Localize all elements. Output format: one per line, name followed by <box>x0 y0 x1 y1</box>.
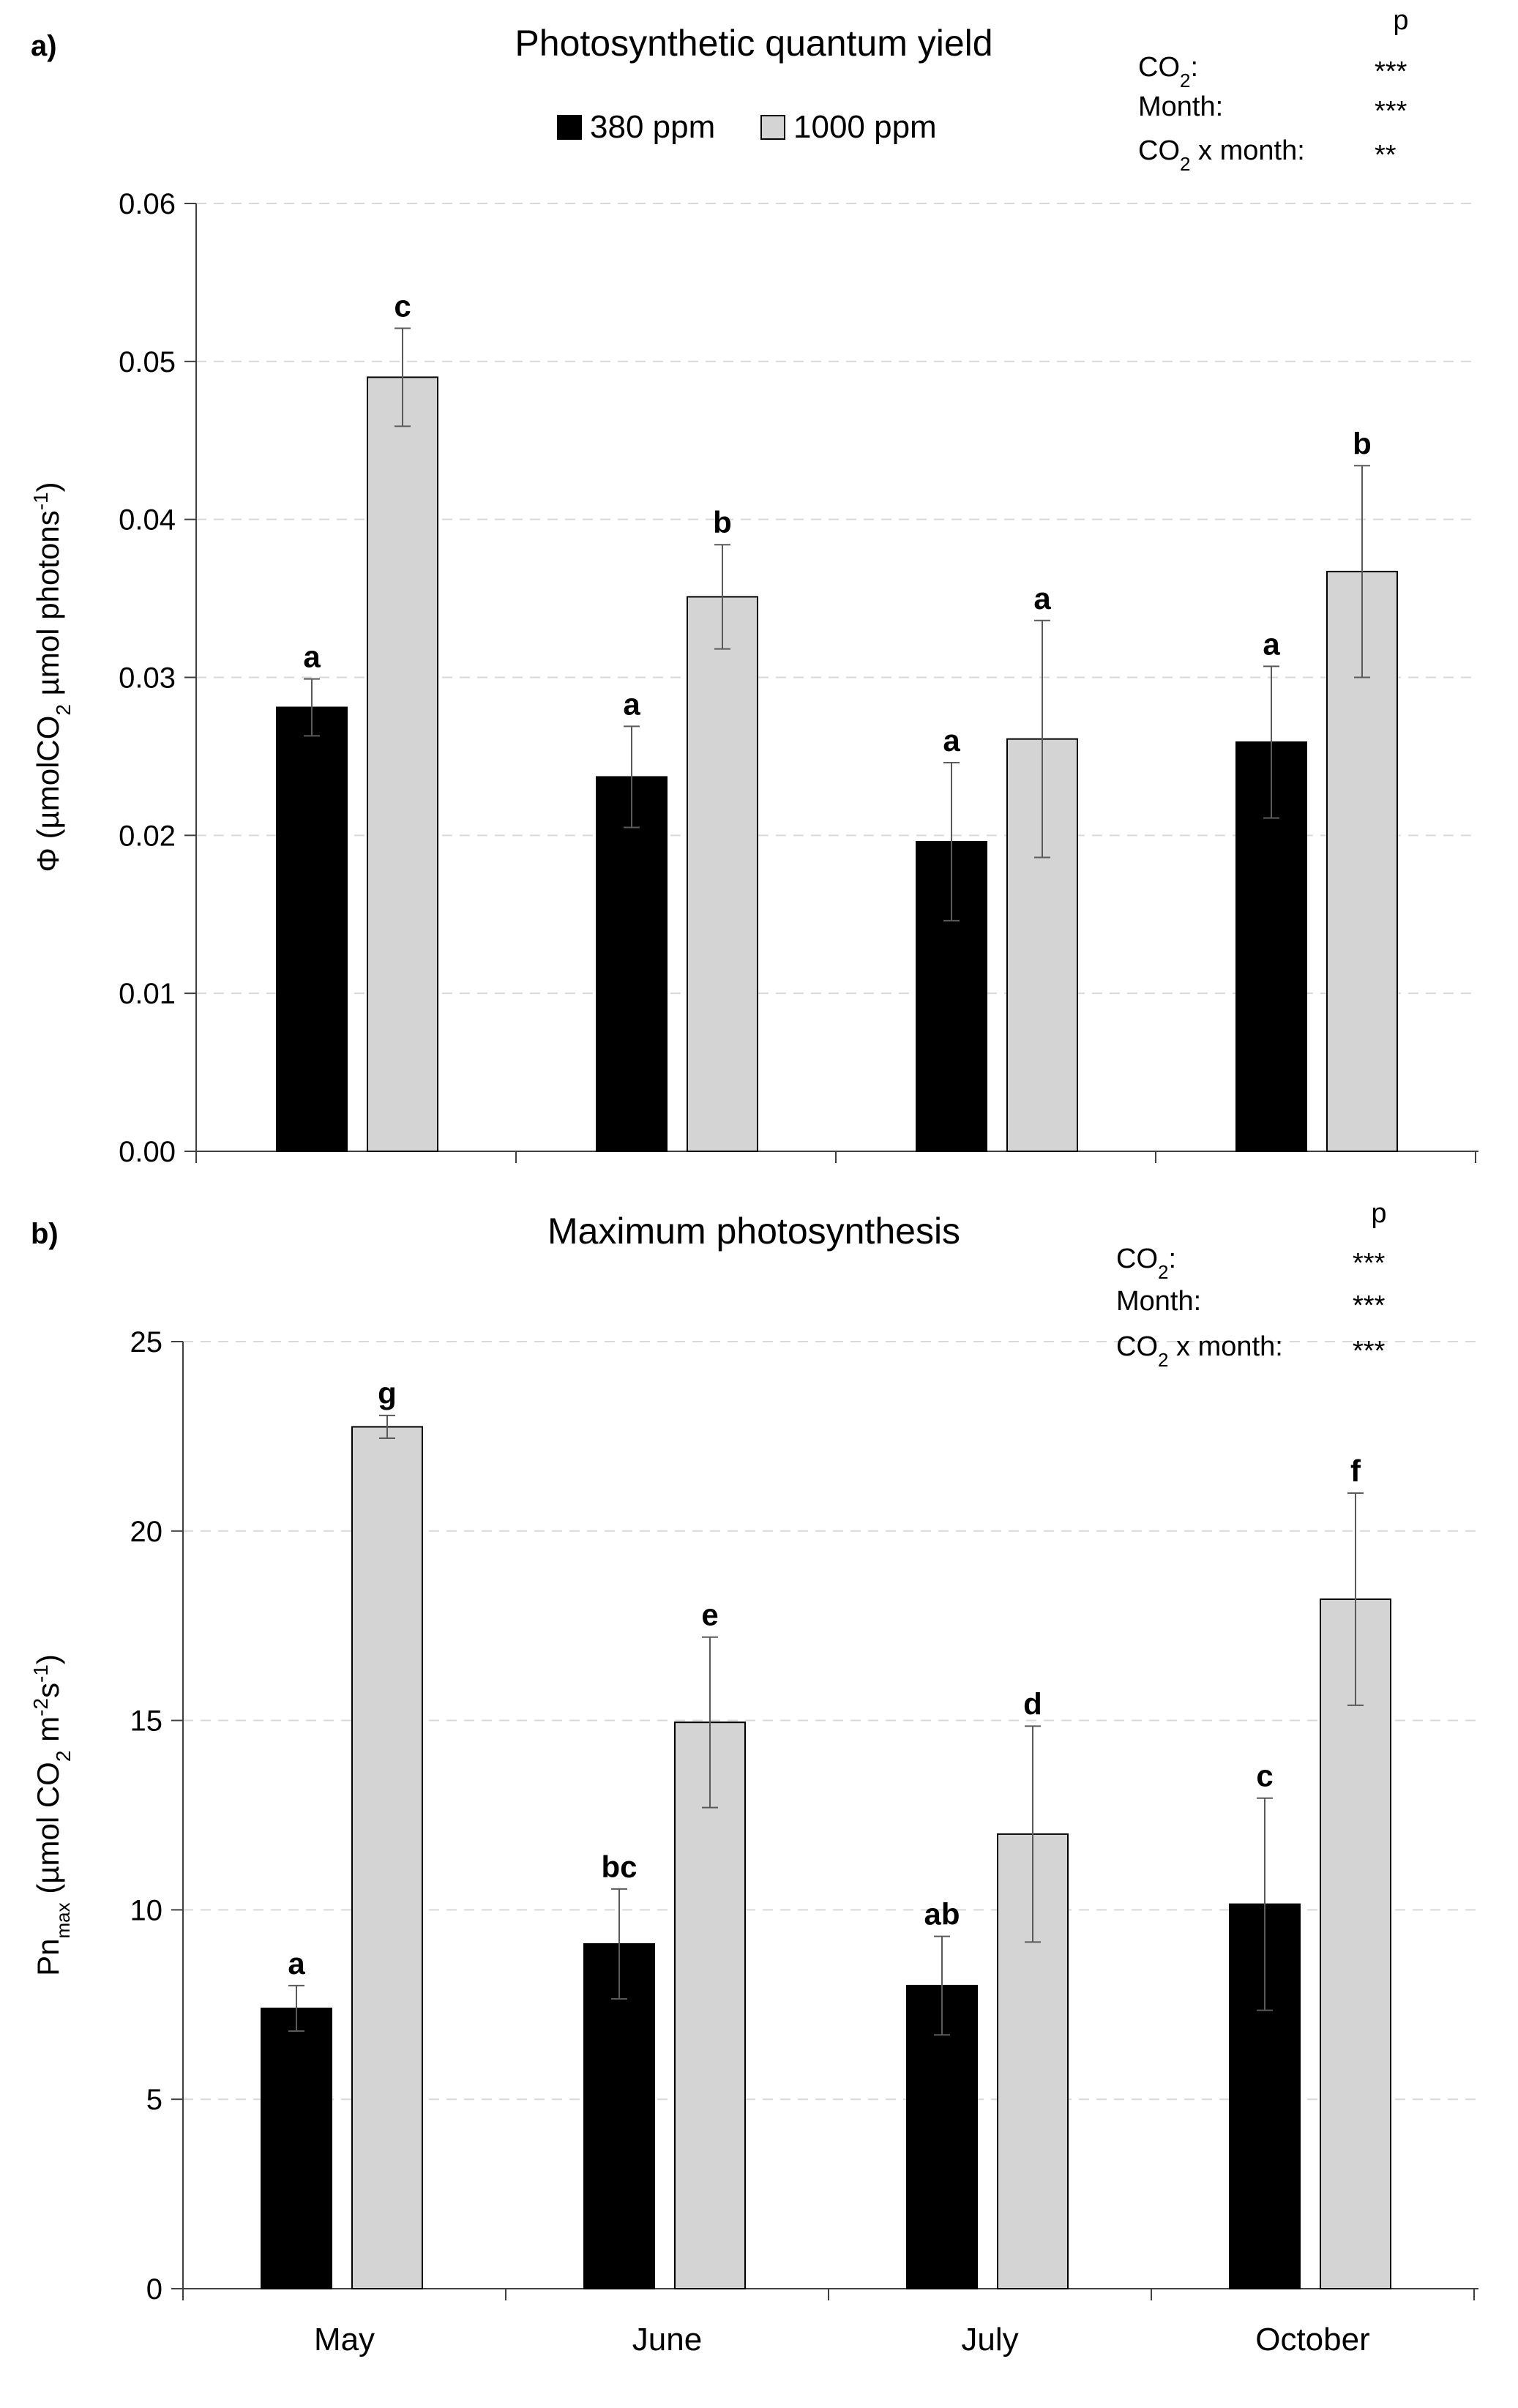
bar <box>906 1984 978 2289</box>
chart-panel-a: a) Photosynthetic quantum yield 0.00 0.01 0.… <box>29 5 1478 1168</box>
significance-letter: e <box>701 1598 718 1632</box>
y-tick-label: 0.02 <box>119 820 176 852</box>
bar <box>276 706 348 1152</box>
chart-title: Maximum photosynthesis <box>547 1211 960 1252</box>
significance-letter: f <box>1350 1454 1361 1488</box>
significance-letter: a <box>1263 627 1280 661</box>
y-tick-label: 0.04 <box>119 504 176 536</box>
significance-letter: a <box>303 640 321 674</box>
stats-row-label: CO2 x month: <box>1138 135 1305 175</box>
stats-row-label: CO2 x month: <box>1116 1331 1283 1371</box>
stats-row-label: CO2: <box>1116 1244 1176 1283</box>
bar <box>1006 738 1078 1152</box>
significance-letter: a <box>623 687 640 721</box>
y-tick-label: 0.06 <box>119 188 176 220</box>
stats-row-label: Month: <box>1116 1286 1201 1317</box>
bar <box>367 376 438 1153</box>
x-category-label: July <box>961 2322 1018 2357</box>
x-category-label: October <box>1255 2322 1370 2357</box>
stats-row-value: *** <box>1375 96 1407 127</box>
bar <box>351 1426 423 2289</box>
chart-title: Photosynthetic quantum yield <box>515 23 992 64</box>
significance-letter: a <box>288 1946 305 1981</box>
significance-letter: c <box>1256 1759 1273 1793</box>
significance-letter: ab <box>924 1897 960 1932</box>
bar <box>1320 1598 1391 2289</box>
stats-header: p <box>1393 5 1408 36</box>
y-tick-label: 15 <box>130 1705 163 1738</box>
stats-row-label: CO2: <box>1138 52 1198 91</box>
significance-letter: c <box>394 289 411 324</box>
stats-row-value: *** <box>1353 1336 1386 1366</box>
stats-row-value: ** <box>1375 140 1397 171</box>
bar <box>674 1721 746 2289</box>
bar <box>261 2007 332 2290</box>
significance-letter: g <box>378 1376 397 1410</box>
significance-letter: b <box>713 505 732 539</box>
chart-panel-b: b) Maximum photosynthesis 0 5 10 15 20 25 a g May b… <box>29 1198 1478 2357</box>
significance-letter: d <box>1023 1686 1042 1721</box>
panel-label: a) <box>31 30 57 62</box>
x-category-label: May <box>314 2322 375 2357</box>
y-tick-label: 0.01 <box>119 978 176 1010</box>
stats-row-label: Month: <box>1138 91 1223 122</box>
y-tick-label: 20 <box>130 1516 163 1548</box>
significance-letter: b <box>1353 426 1372 460</box>
stats-header: p <box>1371 1198 1386 1229</box>
legend-label: 1000 ppm <box>793 109 937 145</box>
y-tick-label: 0.00 <box>119 1136 176 1168</box>
legend-label: 380 ppm <box>590 109 715 145</box>
stats-row-value: *** <box>1353 1248 1386 1279</box>
y-tick-label: 10 <box>130 1894 163 1926</box>
y-tick-label: 0.05 <box>119 346 176 378</box>
bar <box>687 596 758 1152</box>
bar <box>596 776 668 1152</box>
legend-swatch <box>760 115 785 140</box>
y-tick-label: 0.03 <box>119 662 176 695</box>
significance-letter: a <box>1033 581 1051 616</box>
stats-row-value: *** <box>1353 1290 1386 1321</box>
significance-letter: bc <box>601 1850 637 1884</box>
y-axis-label: Φ (µmolCO2 µmol photons-1) <box>29 482 75 872</box>
panel-label: b) <box>31 1218 59 1250</box>
stats-row-value: *** <box>1375 56 1407 87</box>
y-tick-label: 25 <box>130 1326 163 1358</box>
x-category-label: June <box>632 2322 702 2357</box>
y-tick-label: 0 <box>146 2273 162 2306</box>
y-tick-label: 5 <box>146 2084 162 2116</box>
legend-swatch <box>557 115 582 140</box>
significance-letter: a <box>943 723 960 758</box>
bar <box>583 1943 655 2289</box>
y-axis-label: Pnmax (µmol CO2 m-2s-1) <box>29 1654 75 1976</box>
